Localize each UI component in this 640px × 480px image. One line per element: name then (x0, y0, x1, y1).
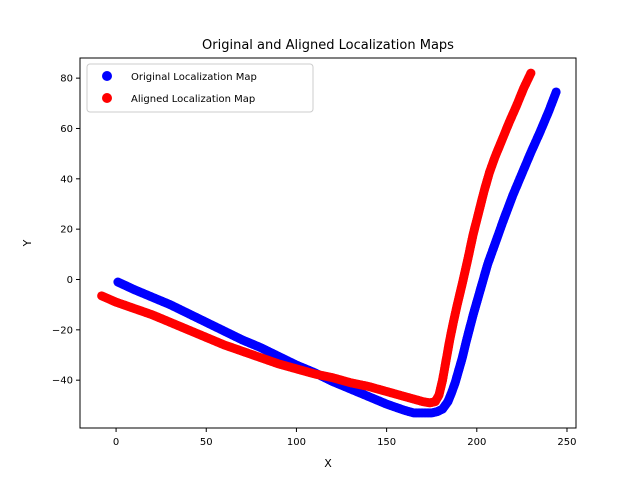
legend-box (86, 63, 314, 113)
x-axis-ticks: 0 50 100 150 200 250 (113, 428, 577, 448)
x-tick-label: 100 (287, 437, 306, 448)
y-tick-label: 40 (60, 174, 73, 185)
x-tick-label: 250 (557, 437, 576, 448)
y-tick-label: 0 (67, 275, 73, 286)
plot-frame (79, 57, 577, 429)
y-tick-label: 20 (60, 225, 73, 236)
chart-title: Original and Aligned Localization Maps (202, 38, 454, 53)
x-tick-label: 50 (200, 437, 213, 448)
x-axis-label: X (324, 457, 332, 470)
legend-label-original: Original Localization Map (131, 72, 257, 83)
y-axis-ticks: −40 −20 0 20 40 60 80 (52, 74, 80, 387)
data-point-series-1 (526, 68, 536, 78)
legend: Original Localization Map Aligned Locali… (86, 63, 314, 113)
data-point-series-0 (551, 87, 561, 97)
y-tick-label: 80 (60, 74, 73, 85)
data-points (97, 68, 561, 418)
y-tick-label: −20 (52, 325, 73, 336)
legend-marker-aligned (102, 93, 112, 103)
y-tick-label: −40 (52, 376, 73, 387)
legend-label-aligned: Aligned Localization Map (131, 94, 255, 105)
y-axis-label: Y (21, 239, 34, 247)
y-tick-label: 60 (60, 124, 73, 135)
x-tick-label: 150 (377, 437, 396, 448)
x-tick-label: 0 (113, 437, 119, 448)
legend-marker-original (102, 71, 112, 81)
x-tick-label: 200 (467, 437, 486, 448)
